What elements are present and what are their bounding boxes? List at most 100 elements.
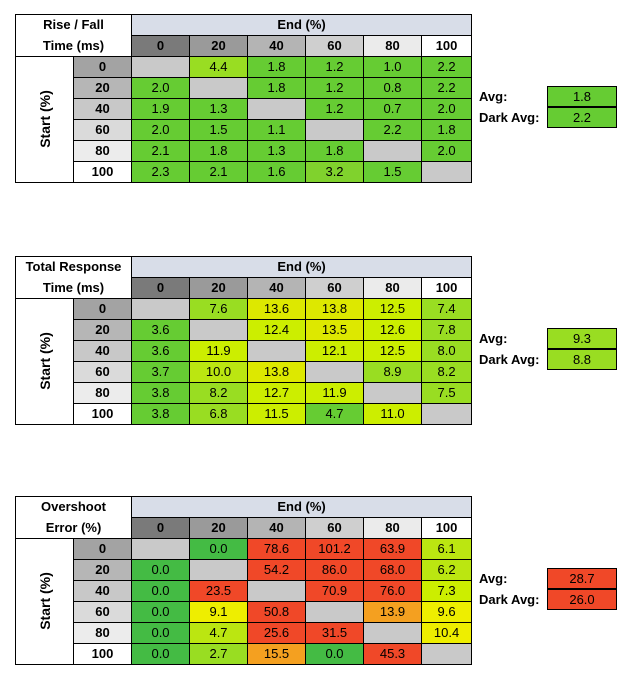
data-cell: 54.2: [247, 559, 307, 581]
data-cell: 4.4: [189, 56, 249, 78]
data-cell: 8.2: [189, 382, 248, 404]
data-cell: 8.9: [363, 361, 422, 383]
data-cell: 1.6: [247, 161, 307, 183]
column-header: 60: [305, 277, 364, 299]
data-cell: 4.7: [189, 622, 249, 644]
data-cell: 78.6: [247, 538, 307, 560]
data-cell: 3.6: [131, 319, 190, 341]
column-header: 40: [247, 517, 307, 539]
data-cell: [420, 403, 473, 425]
rise-fall-table: Rise / Fall End (%) Time (ms) 0 20 40 60…: [14, 14, 473, 183]
row-header: 60: [72, 601, 133, 623]
data-cell: 1.8: [247, 77, 307, 99]
data-cell: 7.8: [420, 319, 473, 341]
data-cell: 1.0: [363, 56, 423, 78]
data-cell: 0.0: [131, 643, 191, 665]
data-cell: 12.5: [363, 298, 422, 320]
data-cell: 3.8: [131, 382, 190, 404]
data-cell: 3.2: [305, 161, 365, 183]
data-cell: 11.9: [305, 382, 364, 404]
data-cell: [131, 298, 190, 320]
start-axis-label: Start (%): [15, 298, 74, 425]
data-cell: 2.1: [131, 140, 191, 162]
column-header: 20: [189, 35, 249, 57]
row-header: 60: [72, 119, 133, 141]
avg-row: Avg: 1.8: [477, 86, 617, 107]
column-header: 40: [247, 35, 307, 57]
data-cell: 7.3: [421, 580, 473, 602]
column-header: 80: [363, 277, 422, 299]
table-title-line-1: Rise / Fall: [14, 14, 133, 36]
data-cell: 50.8: [247, 601, 307, 623]
end-header: End (%): [131, 496, 473, 518]
data-cell: 10.4: [421, 622, 473, 644]
avg-label: Avg:: [479, 331, 508, 346]
data-cell: 12.6: [363, 319, 422, 341]
column-header: 20: [189, 517, 249, 539]
data-cell: 1.5: [363, 161, 423, 183]
avg-value: 28.7: [547, 568, 617, 589]
dark-avg-value: 26.0: [547, 589, 617, 610]
data-cell: 8.0: [420, 340, 473, 362]
data-cell: [189, 319, 248, 341]
end-header: End (%): [131, 14, 473, 36]
overshoot-error-table-block: Overshoot End (%) Error (%) 0 20 40 60 8…: [14, 496, 473, 665]
data-cell: 2.1: [189, 161, 249, 183]
column-header: 0: [131, 277, 190, 299]
dark-avg-value: 2.2: [547, 107, 617, 128]
avg-label: Avg:: [479, 571, 508, 586]
data-cell: 6.2: [421, 559, 473, 581]
data-cell: 13.6: [247, 298, 306, 320]
data-cell: 12.5: [363, 340, 422, 362]
avg-label: Avg:: [479, 89, 508, 104]
data-cell: 2.0: [421, 140, 473, 162]
row-header: 80: [73, 382, 132, 404]
total-response-table: Total Response End (%) Time (ms) 0 20 40…: [15, 256, 473, 425]
start-axis-label-text: Start (%): [36, 90, 53, 148]
column-header: 20: [189, 277, 248, 299]
column-header: 0: [131, 35, 191, 57]
data-cell: 7.5: [420, 382, 473, 404]
avg-row: Avg: 28.7: [477, 568, 617, 589]
dark-avg-row: Dark Avg: 8.8: [477, 349, 617, 370]
data-cell: 7.4: [420, 298, 473, 320]
row-header: 0: [72, 56, 133, 78]
data-cell: 12.7: [247, 382, 306, 404]
data-cell: 45.3: [363, 643, 423, 665]
data-cell: 0.0: [131, 559, 191, 581]
data-cell: 0.0: [131, 580, 191, 602]
data-cell: 86.0: [305, 559, 365, 581]
data-cell: 11.5: [247, 403, 306, 425]
column-header: 80: [363, 517, 423, 539]
data-cell: [305, 601, 365, 623]
data-cell: 2.3: [131, 161, 191, 183]
column-header: 100: [420, 277, 473, 299]
row-header: 100: [73, 403, 132, 425]
data-cell: [421, 643, 473, 665]
data-cell: 6.1: [421, 538, 473, 560]
row-header: 40: [72, 98, 133, 120]
data-cell: 12.4: [247, 319, 306, 341]
data-cell: 0.8: [363, 77, 423, 99]
row-header: 40: [72, 580, 133, 602]
data-cell: [189, 559, 249, 581]
data-cell: 3.6: [131, 340, 190, 362]
data-cell: 2.0: [131, 119, 191, 141]
overshoot-error-table: Overshoot End (%) Error (%) 0 20 40 60 8…: [14, 496, 473, 665]
row-header: 40: [73, 340, 132, 362]
data-cell: 0.7: [363, 98, 423, 120]
dark-avg-row: Dark Avg: 26.0: [477, 589, 617, 610]
start-axis-label-text: Start (%): [36, 572, 53, 630]
data-cell: 13.8: [247, 361, 306, 383]
data-cell: 4.7: [305, 403, 364, 425]
row-header: 100: [72, 161, 133, 183]
data-cell: 2.0: [421, 98, 473, 120]
data-cell: 3.8: [131, 403, 190, 425]
column-header: 100: [421, 517, 473, 539]
data-cell: 8.2: [420, 361, 473, 383]
data-cell: [421, 161, 473, 183]
row-header: 0: [72, 538, 133, 560]
data-cell: 0.0: [131, 622, 191, 644]
row-header: 60: [73, 361, 132, 383]
data-cell: 15.5: [247, 643, 307, 665]
